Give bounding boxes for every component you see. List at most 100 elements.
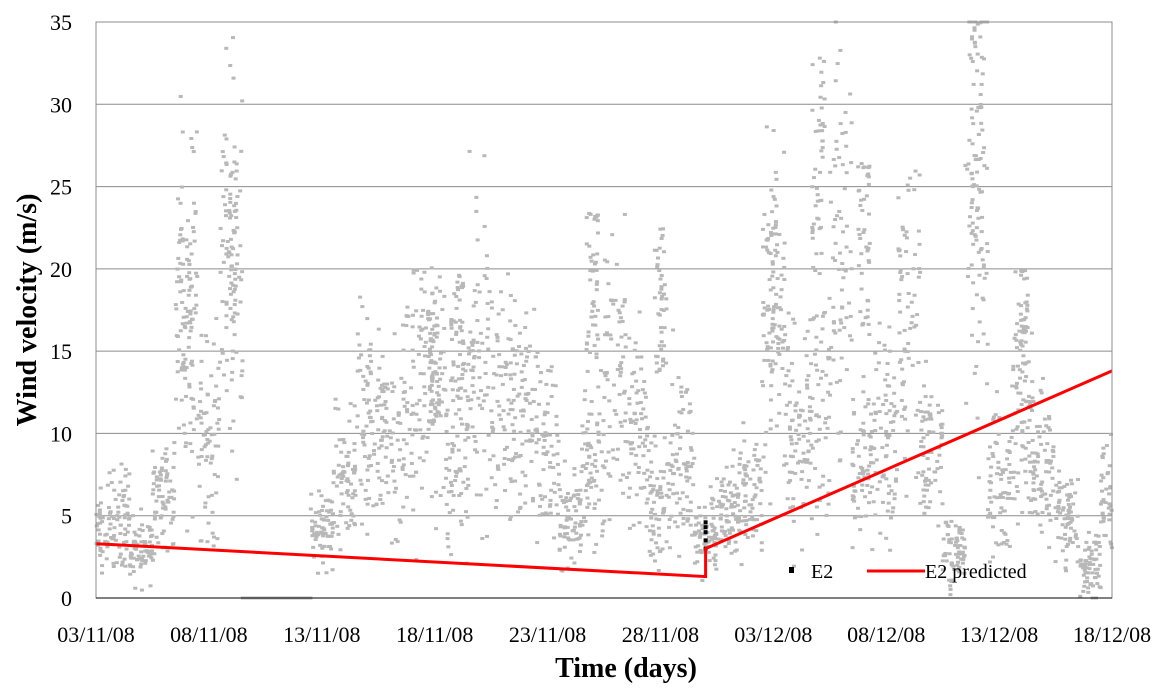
e2-point (820, 398, 825, 402)
e2-point (508, 514, 513, 518)
e2-point (132, 539, 137, 543)
e2-point (953, 543, 958, 547)
e2-observed-point (703, 538, 708, 543)
e2-point (1067, 508, 1072, 512)
e2-point (548, 504, 553, 508)
e2-point (232, 204, 237, 208)
e2-point (187, 336, 192, 340)
e2-point (220, 300, 225, 304)
e2-point (754, 442, 759, 446)
e2-point (679, 394, 684, 398)
e2-point (852, 516, 857, 520)
e2-point (179, 398, 184, 402)
e2-point (783, 412, 788, 416)
e2-point (514, 349, 519, 353)
e2-point (643, 444, 648, 448)
e2-point (770, 260, 775, 264)
e2-point (216, 366, 221, 370)
e2-point (311, 545, 316, 549)
e2-point (631, 447, 636, 451)
e2-point (534, 427, 539, 431)
e2-point (732, 505, 737, 509)
e2-point (523, 397, 528, 401)
e2-point (1101, 519, 1106, 523)
e2-point (844, 144, 849, 148)
e2-point (1012, 470, 1017, 474)
e2-point (421, 434, 426, 438)
e2-point (816, 383, 821, 387)
e2-point (779, 273, 784, 277)
e2-point (859, 162, 864, 166)
e2-point (594, 542, 599, 546)
e2-point (929, 450, 934, 454)
e2-point (179, 226, 184, 230)
e2-point (969, 172, 974, 176)
e2-point (473, 448, 478, 452)
e2-point (921, 445, 926, 449)
e2-point (161, 529, 166, 533)
e2-point (688, 523, 693, 527)
e2-point (231, 419, 236, 423)
e2-point (681, 507, 686, 511)
e2-point (1051, 454, 1056, 458)
e2-point (702, 505, 707, 509)
e2-point (923, 483, 928, 487)
e2-point (1001, 541, 1006, 545)
e2-point (865, 249, 870, 253)
e2-point (455, 285, 460, 289)
e2-point (429, 495, 434, 499)
e2-point (659, 347, 664, 351)
e2-point (191, 225, 196, 229)
y-tick-label: 25 (50, 175, 72, 200)
e2-point (608, 474, 613, 478)
e2-observed-point (703, 520, 708, 525)
e2-point (205, 437, 210, 441)
e2-point (841, 267, 846, 271)
e2-point (1048, 493, 1053, 497)
e2-point (927, 403, 932, 407)
e2-point (935, 403, 940, 407)
e2-point (146, 554, 151, 558)
e2-point (787, 425, 792, 429)
e2-point (662, 436, 667, 440)
e2-point (1046, 426, 1051, 430)
e2-point (653, 559, 658, 563)
e2-point (924, 488, 929, 492)
e2-point (459, 329, 464, 333)
e2-point (1094, 571, 1099, 575)
e2-point (592, 344, 597, 348)
e2-point (960, 561, 965, 565)
e2-point (577, 522, 582, 526)
e2-point (578, 533, 583, 537)
e2-point (771, 270, 776, 274)
e2-point (447, 456, 452, 460)
e2-point (593, 323, 598, 327)
e2-point (330, 526, 335, 530)
e2-point (725, 520, 730, 524)
e2-point (214, 491, 219, 495)
e2-point (199, 421, 204, 425)
e2-point (765, 345, 770, 349)
e2-point (1036, 430, 1041, 434)
e2-point (619, 367, 624, 371)
e2-point (908, 326, 913, 330)
e2-point (589, 446, 594, 450)
e2-point (609, 337, 614, 341)
e2-point (1069, 482, 1074, 486)
e2-point (810, 317, 815, 321)
e2-point (918, 270, 923, 274)
e2-point (139, 540, 144, 544)
y-axis-title: Wind velocity (m/s) (12, 194, 43, 427)
e2-point (346, 493, 351, 497)
e2-point (546, 369, 551, 373)
e2-point (1027, 511, 1032, 515)
e2-point (970, 142, 975, 146)
e2-point (314, 535, 319, 539)
e2-point (429, 359, 434, 363)
e2-point (457, 298, 462, 302)
e2-point (216, 397, 221, 401)
e2-point (441, 387, 446, 391)
e2-point (429, 383, 434, 387)
e2-point (773, 223, 778, 227)
